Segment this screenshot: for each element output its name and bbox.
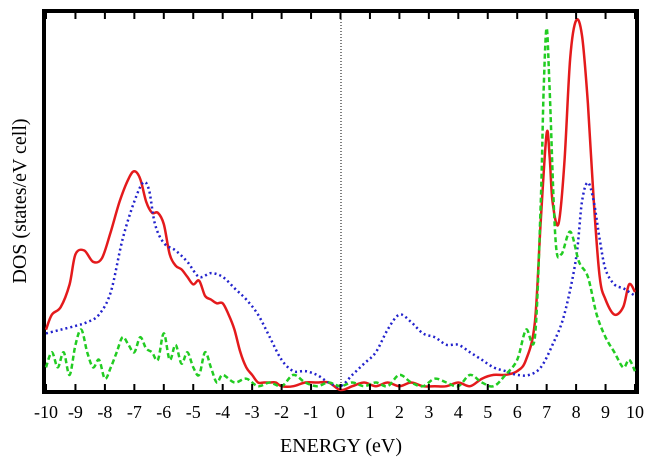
x-axis-ticks: -10 -9 -8 -7 -6 -5 -4 -3 -2 -1 0 1 2 3 4 5 6 7 8 9 10 (34, 13, 644, 422)
x-tick-label: -3 (245, 402, 260, 422)
x-tick-label: 10 (626, 402, 644, 422)
x-tick-label: 7 (542, 402, 551, 422)
x-axis-title: ENERGY (eV) (280, 435, 402, 457)
plot-frame (42, 9, 639, 394)
x-tick-label: -8 (97, 402, 112, 422)
x-tick-label: 4 (454, 402, 463, 422)
x-tick-label: -5 (186, 402, 201, 422)
x-tick-label: -7 (127, 402, 142, 422)
x-tick-label: 0 (336, 402, 345, 422)
dos-curves (44, 18, 637, 392)
dos-series-dashed-line (44, 26, 637, 388)
y-axis-title: DOS (states/eV cell) (9, 118, 31, 283)
x-tick-label: -6 (156, 402, 171, 422)
x-tick-label: -4 (215, 402, 230, 422)
x-tick-label: 8 (572, 402, 581, 422)
dos-series-dotted-line (45, 180, 636, 388)
x-tick-label: 5 (483, 402, 492, 422)
dos-series-solid-line (44, 18, 637, 392)
x-tick-label: -10 (34, 402, 58, 422)
x-tick-label: -1 (304, 402, 319, 422)
x-tick-label: -9 (68, 402, 83, 422)
x-tick-label: 9 (601, 402, 610, 422)
x-tick-label: -2 (274, 402, 289, 422)
x-tick-label: 2 (395, 402, 404, 422)
x-tick-label: 6 (513, 402, 522, 422)
x-tick-label: 3 (424, 402, 433, 422)
x-tick-label: 1 (365, 402, 374, 422)
